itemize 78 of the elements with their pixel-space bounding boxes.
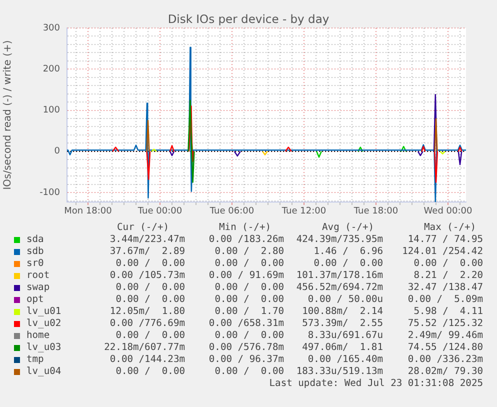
y-tick-label: 0 xyxy=(54,146,60,157)
text: 0.00 /658.31m xyxy=(208,318,284,330)
text: 0.00 / 5.09m xyxy=(408,294,483,306)
x-tick-label: Mon 18:00 xyxy=(64,206,112,217)
legend-label: tmp xyxy=(26,354,44,366)
text: 0.00 / 0.00 xyxy=(214,282,284,294)
legend-label: sdb xyxy=(26,246,44,258)
text: 0.00 / 0.00 xyxy=(116,366,185,378)
text: Last update: Wed Jul 23 01:31:08 2025 xyxy=(269,378,483,390)
text: 424.39m/735.95m xyxy=(296,234,383,246)
text: 100.88m/ 2.14 xyxy=(302,306,383,318)
text: 74.55 /124.80 xyxy=(408,342,483,354)
text: 0.00 /336.23m xyxy=(408,354,483,366)
text: 0.00 /144.23m xyxy=(110,354,185,366)
x-tick-label: Tue 12:00 xyxy=(280,206,326,217)
text: 0.00 / 0.00 xyxy=(214,294,284,306)
text: Cur (-/+) xyxy=(117,222,169,234)
y-tick-label: -100 xyxy=(40,188,60,198)
text: 0.00 / 50.00u xyxy=(308,294,383,306)
text: 0.00 / 0.00 xyxy=(116,282,185,294)
legend-label: swap xyxy=(26,282,50,294)
x-tick-label: Tue 18:00 xyxy=(352,206,398,217)
text: 124.01 /254.42 xyxy=(402,246,483,258)
legend-label: lv_u03 xyxy=(26,342,62,354)
text: 0.00 / 2.80 xyxy=(214,246,284,258)
legend-label: sda xyxy=(26,234,44,246)
text: 28.02m/ 79.30 xyxy=(408,366,483,378)
text: 0.00 /576.78m xyxy=(208,342,284,354)
text: Avg (-/+) xyxy=(322,222,374,234)
text: 3.44m/223.47m xyxy=(110,234,185,246)
text: 0.00 /105.73m xyxy=(110,270,185,282)
legend-label: home xyxy=(26,330,50,342)
text: Max (-/+) xyxy=(424,222,476,234)
text: 2.49m/ 99.46m xyxy=(408,330,483,342)
text: 0.00 /165.40m xyxy=(308,354,383,366)
text: 0.00 / 0.00 xyxy=(116,258,185,270)
text: 0.00 / 0.00 xyxy=(314,258,383,270)
legend-label: lv_u02 xyxy=(26,318,62,330)
legend-label: sr0 xyxy=(26,258,44,270)
text: 0.00 / 0.00 xyxy=(214,366,284,378)
x-tick-label: Wed 00:00 xyxy=(424,206,472,217)
text: 0.00 / 91.69m xyxy=(208,270,284,282)
text: 183.33u/519.13m xyxy=(296,366,383,378)
text: 0.00 / 1.70 xyxy=(214,306,284,318)
text: 0.00 / 96.37m xyxy=(208,354,284,366)
text: 101.37m/178.16m xyxy=(296,270,383,282)
y-tick-label: 200 xyxy=(42,64,60,74)
chart-title: Disk IOs per device - by day xyxy=(168,12,330,26)
text: 37.67m/ 2.89 xyxy=(110,246,185,258)
text: 0.00 / 0.00 xyxy=(116,330,185,342)
legend-label: root xyxy=(26,270,50,282)
y-tick-label: 100 xyxy=(42,106,60,116)
text: 0.00 /776.69m xyxy=(110,318,185,330)
text: 456.52m/694.72m xyxy=(296,282,383,294)
text: 14.77 / 74.95 xyxy=(408,234,483,246)
text: 1.46 / 6.96 xyxy=(314,246,383,258)
text: 497.06m/ 1.81 xyxy=(302,342,383,354)
legend-label: opt xyxy=(26,294,44,306)
text: 22.18m/607.77m xyxy=(104,342,185,354)
text: 8.33u/691.67u xyxy=(308,330,383,342)
text: 0.00 / 0.00 xyxy=(214,258,284,270)
text: 8.21 / 2.20 xyxy=(414,270,483,282)
text: 573.39m/ 2.55 xyxy=(302,318,383,330)
text: 12.05m/ 1.80 xyxy=(110,306,185,318)
text: 0.00 / 0.00 xyxy=(214,330,284,342)
y-axis-title: IOs/second read (-) / write (+) xyxy=(2,40,14,190)
text: 0.00 / 0.00 xyxy=(414,258,483,270)
text: 5.98 / 4.11 xyxy=(414,306,483,318)
text: 32.47 /138.47 xyxy=(408,282,483,294)
text: 0.00 /183.26m xyxy=(208,234,284,246)
text: 0.00 / 0.00 xyxy=(116,294,185,306)
text: 75.52 /125.32 xyxy=(408,318,483,330)
legend-label: lv_u04 xyxy=(26,366,62,378)
text: Min (-/+) xyxy=(219,222,271,234)
legend-label: lv_u01 xyxy=(26,306,62,318)
x-tick-label: Tue 00:00 xyxy=(136,206,182,217)
y-tick-label: 300 xyxy=(42,23,60,34)
x-tick-label: Tue 06:00 xyxy=(208,206,254,217)
